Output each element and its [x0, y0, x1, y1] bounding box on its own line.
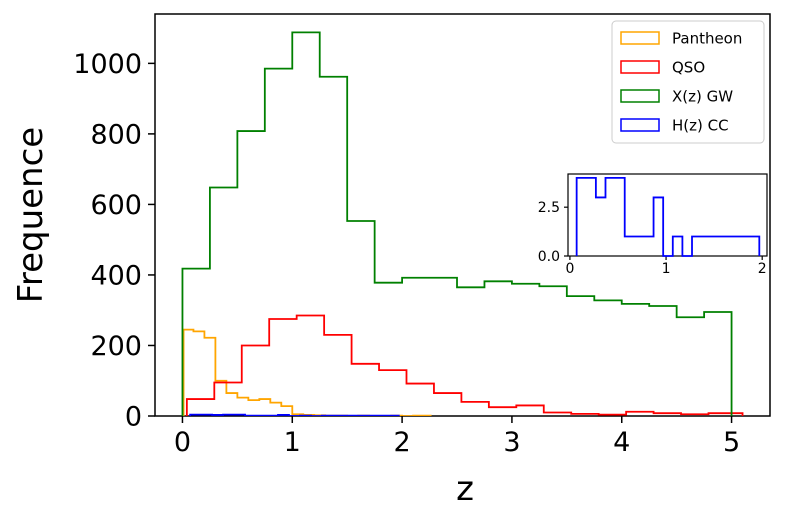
x-tick-label: 4 — [613, 427, 630, 458]
series-layer — [181, 31, 744, 416]
inset-plot-area: 0 1 2 0.0 2.5 — [538, 173, 768, 277]
legend-label-h-z-cc: H(z) CC — [672, 117, 729, 135]
x-tick-label: 5 — [723, 427, 740, 458]
series-h-z-cc-histogram — [189, 413, 400, 416]
legend: Pantheon QSO X(z) GW H(z) CC — [611, 20, 765, 144]
x-tick-label: 0 — [174, 427, 191, 458]
x-tick-label: 1 — [284, 427, 301, 458]
inset-x-tick-label: 1 — [662, 261, 671, 277]
inset-y-tick-label: 0.0 — [538, 249, 560, 265]
inset-plot-frame — [567, 173, 768, 257]
legend-item-h-z-cc: H(z) CC — [620, 117, 729, 135]
legend-label-x-z-gw: X(z) GW — [672, 88, 733, 106]
x-axis-label: z — [456, 469, 474, 509]
series-pantheon-histogram — [182, 328, 432, 416]
y-tick-label: 600 — [90, 190, 142, 221]
main-plot-area: 0 1 2 3 4 5 0 200 400 600 800 1000 — [73, 13, 771, 458]
legend-label-qso: QSO — [672, 59, 705, 77]
y-tick-label: 200 — [90, 331, 142, 362]
inset-y-tick-label: 2.5 — [538, 200, 560, 216]
plot-frame — [154, 13, 771, 417]
legend-swatch-x-z-gw — [620, 89, 660, 103]
legend-swatch-h-z-cc — [620, 118, 660, 132]
legend-item-qso: QSO — [620, 59, 705, 77]
y-tick-label: 1000 — [73, 49, 142, 80]
legend-item-x-z-gw: X(z) GW — [620, 88, 733, 106]
legend-item-pantheon: Pantheon — [620, 30, 742, 48]
inset-series-h-z-cc-histogram — [575, 177, 761, 257]
x-tick-label: 3 — [503, 427, 520, 458]
inset-x-tick-label: 0 — [565, 261, 574, 277]
y-tick-label: 800 — [90, 120, 142, 151]
legend-swatch-pantheon — [620, 31, 660, 45]
legend-label-pantheon: Pantheon — [672, 30, 742, 48]
x-tick-label: 2 — [394, 427, 411, 458]
series-qso-histogram — [185, 314, 744, 416]
legend-swatch-qso — [620, 60, 660, 74]
y-tick-label: 0 — [125, 402, 142, 433]
series-x-z-gw-histogram — [181, 31, 733, 416]
legend-frame — [611, 20, 765, 144]
y-axis-label: Frequence — [11, 127, 51, 303]
inset-x-tick-label: 2 — [758, 261, 767, 277]
y-tick-label: 400 — [90, 261, 142, 292]
